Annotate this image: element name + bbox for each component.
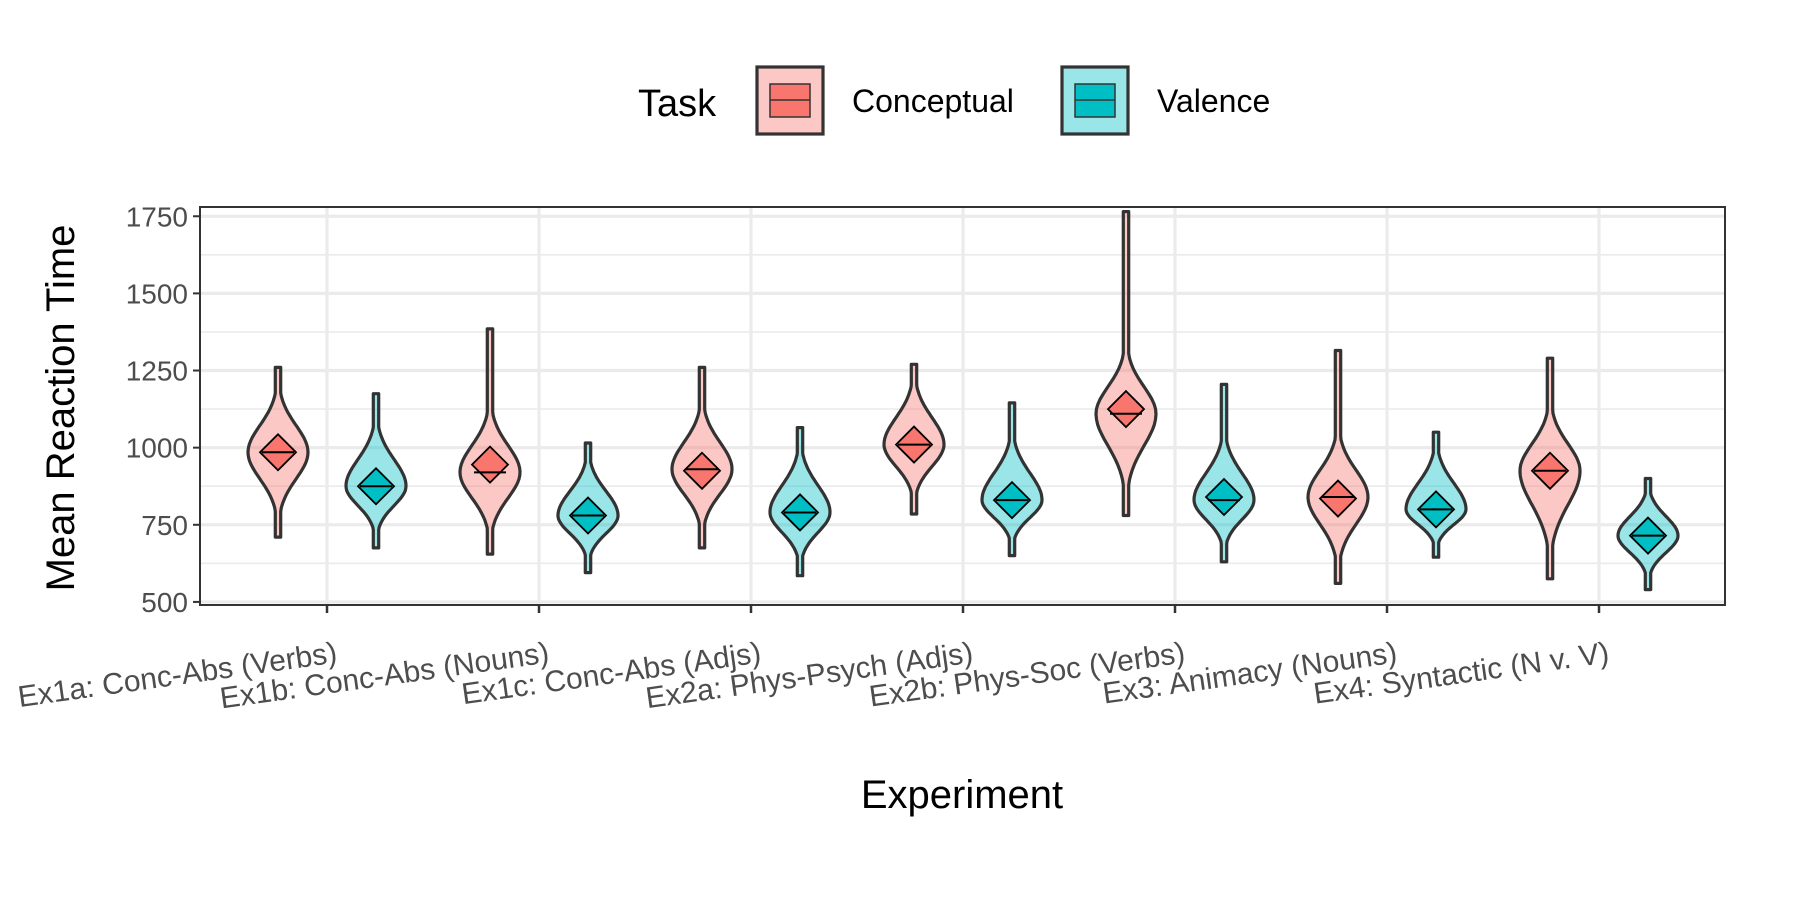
violin-conceptual — [670, 365, 734, 550]
violin-conceptual — [882, 362, 946, 516]
x-axis-title: Experiment — [861, 773, 1063, 817]
y-axis-title: Mean Reaction Time — [39, 225, 83, 592]
mean-marker — [1204, 477, 1244, 517]
violin-conceptual — [1518, 356, 1582, 581]
violin-conceptual — [1306, 348, 1370, 585]
violin-valence — [344, 392, 408, 550]
violin-valence — [556, 441, 620, 575]
mean-marker — [1106, 389, 1146, 429]
legend-label-valence: Valence — [1157, 83, 1270, 119]
violin-valence — [768, 426, 832, 578]
y-tick-label: 1750 — [126, 201, 188, 232]
violin-conceptual — [1094, 210, 1158, 518]
y-tick-label: 1500 — [126, 278, 188, 309]
mean-marker — [1318, 479, 1358, 518]
legend-key-bg — [755, 65, 825, 136]
plot-panel — [199, 206, 1726, 606]
legend-key-conceptual — [755, 65, 825, 136]
violin-body — [1306, 348, 1370, 585]
x-axis: Ex1a: Conc-Abs (Verbs)Ex1b: Conc-Abs (No… — [16, 605, 1611, 715]
mean-marker — [682, 451, 722, 491]
y-axis: 500 750 1000 1250 1500 1750 — [126, 201, 200, 618]
violin-valence — [980, 401, 1044, 558]
legend: Task Conceptual Valence — [638, 65, 1270, 136]
legend-label-conceptual: Conceptual — [852, 83, 1014, 119]
violin-valence — [1404, 430, 1468, 559]
violin-series — [246, 210, 1680, 592]
violin-valence — [1616, 476, 1680, 592]
violin-conceptual — [246, 365, 310, 539]
grid-lines — [200, 207, 1725, 605]
violin-conceptual — [458, 327, 522, 556]
violin-body — [1094, 210, 1158, 518]
y-tick-label: 1000 — [126, 433, 188, 464]
legend-key-valence — [1060, 65, 1130, 136]
mean-marker — [470, 445, 510, 484]
y-tick-label: 500 — [141, 587, 188, 618]
violin-valence — [1192, 382, 1256, 564]
y-tick-label: 750 — [141, 510, 188, 541]
violin-body — [1192, 382, 1256, 564]
violin-body — [458, 327, 522, 556]
legend-title: Task — [638, 83, 717, 125]
violin-body — [980, 401, 1044, 558]
y-tick-label: 1250 — [126, 356, 188, 387]
